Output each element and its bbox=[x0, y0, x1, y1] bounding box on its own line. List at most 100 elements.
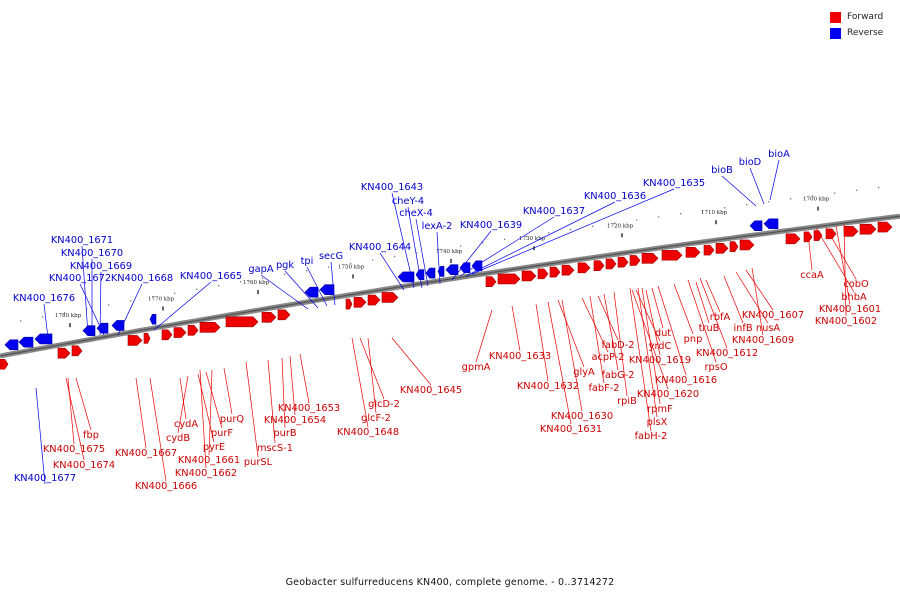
gene-label: fabF-2 bbox=[588, 383, 619, 394]
scale-dot bbox=[240, 281, 242, 283]
gene-leader-line bbox=[351, 337, 369, 428]
gene-leader-line bbox=[459, 216, 555, 277]
scale-dot bbox=[724, 207, 726, 209]
gene-label: fabH-2 bbox=[635, 431, 668, 442]
scale-dot bbox=[108, 304, 110, 306]
forward-gene-arrow bbox=[561, 264, 575, 276]
gene-leader-line bbox=[205, 371, 223, 429]
gene-leader-line bbox=[65, 377, 85, 461]
gene-leader-line bbox=[177, 375, 189, 434]
gene-leader-line bbox=[415, 218, 429, 287]
gene-leader-line bbox=[391, 337, 432, 386]
scale-dot bbox=[174, 292, 176, 294]
forward-gene-arrow bbox=[367, 294, 381, 306]
gene-label: KN400_1671 bbox=[51, 235, 113, 246]
gene-label: rpsO bbox=[704, 362, 727, 373]
forward-gene-arrow bbox=[173, 327, 187, 338]
tick-mark bbox=[817, 206, 819, 211]
gene-label: KN400_1609 bbox=[732, 335, 794, 346]
forward-gene-arrow bbox=[577, 262, 591, 274]
scale-dot bbox=[218, 285, 220, 287]
forward-gene-arrow bbox=[605, 258, 617, 270]
gene-label: bioA bbox=[768, 149, 790, 160]
legend-forward-label: Forward bbox=[847, 12, 884, 22]
gene-label: cobO bbox=[843, 279, 869, 290]
reverse-gene-arrow bbox=[425, 267, 436, 279]
gene-leader-line bbox=[561, 299, 583, 412]
forward-gene-arrow bbox=[381, 292, 399, 303]
gene-leader-line bbox=[153, 281, 212, 331]
gene-label: KN400_1645 bbox=[400, 385, 462, 396]
forward-gene-arrow bbox=[593, 260, 605, 271]
scale-dot bbox=[702, 210, 704, 212]
tick-label: 1770 kbp bbox=[148, 297, 175, 303]
gene-leader-line bbox=[769, 159, 780, 201]
scale-dot bbox=[856, 189, 858, 191]
gene-label: KN400_1643 bbox=[361, 182, 423, 193]
scale-dot bbox=[878, 186, 880, 189]
gene-leader-line bbox=[299, 353, 310, 404]
forward-gene-arrow bbox=[813, 230, 823, 241]
gene-label: KN400_1662 bbox=[175, 468, 237, 479]
gene-leader-line bbox=[723, 275, 744, 324]
gene-label: KN400_1632 bbox=[517, 381, 579, 392]
scale-dot bbox=[680, 213, 682, 215]
gene-leader-line bbox=[465, 201, 616, 277]
gene-label: KN400_1635 bbox=[643, 178, 705, 189]
gene-leader-line bbox=[149, 377, 167, 482]
gene-leader-line bbox=[735, 271, 769, 324]
forward-gene-arrow bbox=[261, 311, 277, 323]
gene-leader-line bbox=[673, 283, 694, 335]
gene-label: pyrE bbox=[203, 442, 225, 453]
forward-gene-arrow bbox=[57, 347, 71, 359]
forward-gene-arrow bbox=[225, 316, 259, 328]
reverse-gene-arrow bbox=[749, 220, 763, 232]
reverse-gene-arrow bbox=[34, 333, 53, 345]
gene-label: gpmA bbox=[462, 362, 491, 373]
scale-dot bbox=[438, 248, 440, 251]
gene-label: fabG-2 bbox=[601, 370, 634, 381]
reverse-gene-arrow bbox=[18, 336, 34, 348]
gene-label: dut bbox=[655, 328, 671, 339]
gene-leader-line bbox=[635, 289, 661, 342]
gene-leader-line bbox=[629, 287, 652, 432]
gene-leader-line bbox=[745, 269, 774, 311]
gene-leader-line bbox=[657, 285, 687, 376]
gene-label: KN400_1654 bbox=[264, 415, 326, 426]
gene-label: KN400_1612 bbox=[696, 348, 758, 359]
gene-label: purF bbox=[211, 428, 233, 439]
gene-leader-line bbox=[651, 287, 664, 329]
gene-label: truB bbox=[699, 323, 720, 334]
tick-label: 1750 kbp bbox=[338, 264, 365, 270]
scale-dot bbox=[570, 228, 572, 231]
gene-label: cheX-4 bbox=[399, 208, 433, 219]
tick-label: 1740 kbp bbox=[436, 249, 463, 255]
gene-label: acpP-2 bbox=[591, 352, 624, 363]
reverse-gene-arrow bbox=[4, 339, 19, 351]
gene-leader-line bbox=[379, 252, 405, 291]
scale-dot bbox=[350, 262, 352, 265]
scale-dot bbox=[834, 192, 836, 194]
forward-gene-arrow bbox=[537, 268, 549, 280]
reverse-gene-arrow bbox=[763, 218, 779, 230]
gene-label: yrdC bbox=[649, 341, 672, 352]
gene-leader-line bbox=[284, 270, 319, 309]
gene-label: KN400_1619 bbox=[629, 355, 691, 366]
tick-label: 1720 kbp bbox=[607, 223, 634, 229]
gene-leader-line bbox=[367, 337, 377, 414]
gene-leader-line bbox=[695, 281, 710, 324]
gene-leader-line bbox=[687, 279, 717, 363]
gene-label: KN400_1676 bbox=[13, 293, 75, 304]
reverse-gene-arrow bbox=[304, 286, 319, 298]
forward-gene-arrow bbox=[785, 233, 801, 245]
gene-leader-line bbox=[436, 231, 441, 285]
gene-leader-line bbox=[637, 287, 658, 418]
gene-label: KN400_1653 bbox=[278, 403, 340, 414]
tick-mark bbox=[352, 274, 354, 279]
gene-label: glcF-2 bbox=[361, 413, 391, 424]
forward-gene-arrow bbox=[825, 228, 837, 240]
gene-label: infB bbox=[733, 323, 752, 334]
scale-dot bbox=[548, 232, 550, 234]
forward-gene-arrow bbox=[843, 226, 859, 237]
gene-leader-line bbox=[835, 225, 851, 305]
